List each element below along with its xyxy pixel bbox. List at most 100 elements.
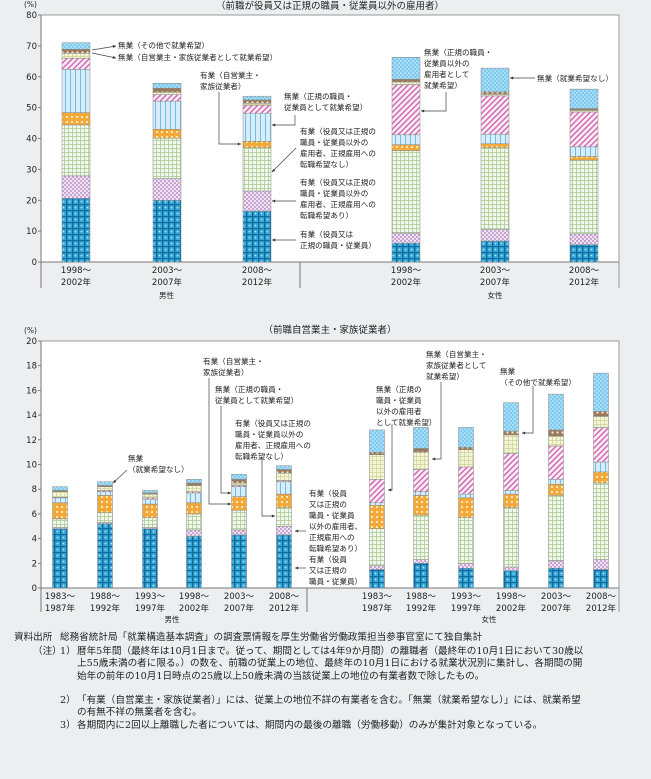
bar-segment-3 [231,496,247,511]
bar-segment-6 [142,493,158,499]
annotation-text: 職員・従業員以外の [300,137,368,147]
bar-segment-2 [480,147,510,230]
bar-segment-2 [152,137,182,179]
annotation-text: 有業（役員又は正規の [300,126,376,136]
bar-segment-8 [52,486,68,491]
bar-segment-4 [391,134,421,145]
annotation-text: 家族従業者） [200,81,246,91]
x-tick-label: 1997年 [135,603,166,614]
bar-segment-0 [152,200,182,263]
x-tick-label: 2007年 [224,603,255,614]
bar-segment-3 [97,495,113,513]
arrow-head-icon [295,529,299,533]
leader-line [112,469,128,484]
annotation-text: 無業（正規の職員・ [424,47,492,57]
stacked-bar [391,57,421,263]
plot-area [41,341,619,588]
annotation-text: 職員・従業員） [309,576,362,586]
arrow-head-icon [421,109,425,113]
leader-line [91,52,117,59]
bar-segment-1 [548,560,564,569]
bar-segment-1 [503,566,519,571]
bar-segment-2 [242,147,272,192]
group-label: 男性 [159,290,174,300]
x-tick-label: 2003～ [480,266,511,276]
bar-segment-8 [242,95,272,101]
bar-segment-1 [413,559,429,564]
bar-segment-4 [142,498,158,505]
annotation: 無業（就業希望なし） [510,73,613,83]
bar-segment-2 [97,512,113,523]
bar-segment-7 [242,99,272,104]
bar-segment-3 [242,141,272,149]
stacked-bar [369,429,385,589]
note-label: （注） [33,646,62,657]
x-tick-label: 2008～ [586,592,617,602]
bar-segment-2 [593,482,609,560]
bar-segment-8 [276,465,292,470]
bar-segment-1 [276,526,292,536]
annotation-text: 無業（就業希望なし） [537,73,613,83]
bar-segment-4 [231,486,247,497]
bar-segment-5 [152,94,182,102]
bar-segment-8 [391,57,421,80]
note-text: 「有業（自営業主・家族従業者）」には、従業上の地位不詳の有業者を含む。「無業（就… [77,695,581,719]
bar-segment-3 [593,471,609,484]
y-tick-label: 0 [32,258,37,268]
bar-segment-8 [548,393,564,431]
bar-segment-0 [413,563,429,589]
bar-segment-0 [142,528,158,589]
stacked-bar [480,67,510,263]
annotation-text: 有業（役員又は正規の [300,177,376,187]
stacked-bar [186,479,202,589]
bar-segment-3 [391,144,421,151]
bar-segment-4 [503,490,519,495]
bar-segment-4 [276,481,292,495]
arrow-head-icon [112,45,116,49]
y-tick-label: 40 [26,135,37,145]
annotation-text: 就業希望） [424,80,462,90]
bar-segment-7 [186,482,202,486]
annotation-text: 以外の雇用者、 [309,521,362,531]
x-tick-label: 2007年 [541,603,572,614]
x-tick-label: 2012年 [586,603,617,614]
stacked-bar [548,393,564,589]
bar-segment-8 [458,427,474,448]
charts: （前職が役員又は正規の職員・従業員以外の雇用者）(%)0102030405060… [24,0,620,624]
annotation-text: 職員・従業員 [309,510,355,520]
x-tick-label: 2002年 [61,277,92,288]
y-tick-label: 6 [32,510,37,520]
annotation-text: 正規雇用への [309,532,355,542]
y-tick-label: 4 [32,535,37,545]
bar-segment-2 [391,150,421,234]
x-tick-label: 1983～ [362,592,393,602]
bar-segment-3 [52,502,68,520]
bar-segment-6 [593,416,609,428]
bar-segment-2 [52,518,68,528]
y-tick-label: 30 [26,165,37,175]
bar-segment-3 [186,502,202,515]
bar-segment-0 [548,567,564,589]
leader-line [272,115,296,126]
bar-segment-7 [503,430,519,436]
bar-segment-4 [569,146,599,157]
bar-segment-6 [548,435,564,447]
bar-segment-5 [61,57,91,70]
x-tick-label: 1992年 [406,603,437,614]
bar-segment-0 [369,569,385,589]
y-tick-label: 80 [26,11,37,21]
y-tick-label: 14 [26,411,37,421]
x-tick-label: 2012年 [569,277,600,288]
stacked-bar [593,372,609,589]
arrow-head-icon [113,479,117,483]
bar-segment-5 [391,84,421,136]
arrow-head-icon [432,457,436,461]
x-tick-label: 2007年 [480,277,511,288]
annotation: 無業（自営業主・家族従業者として就業希望） [91,52,277,62]
leader-line [522,386,534,434]
annotation-text: 無業（正規の [376,384,422,394]
stacked-bar [52,486,68,589]
bar-segment-5 [242,104,272,114]
bar-segment-6 [242,103,272,106]
